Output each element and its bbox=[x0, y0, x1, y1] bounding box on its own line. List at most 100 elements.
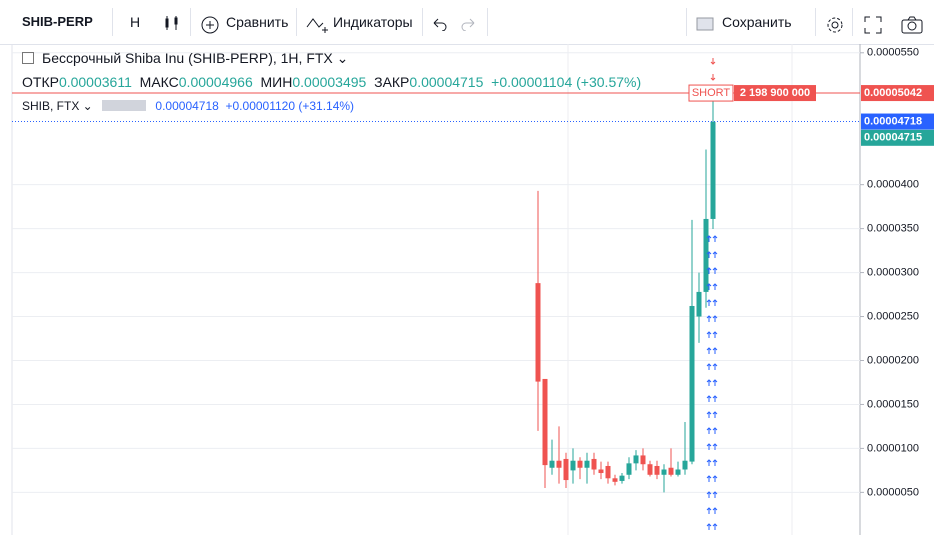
signal-arrow bbox=[712, 363, 718, 370]
separator bbox=[190, 8, 191, 36]
signal-arrow bbox=[706, 475, 712, 482]
candle-body bbox=[556, 460, 562, 468]
candle-body bbox=[654, 465, 660, 475]
separator bbox=[422, 8, 423, 36]
candle-body bbox=[703, 218, 709, 292]
short-box bbox=[688, 84, 734, 102]
separator bbox=[112, 8, 113, 36]
y-tick-label: 0.0000050 bbox=[867, 486, 919, 498]
candle-body bbox=[619, 475, 625, 481]
undo-redo-icons[interactable] bbox=[432, 17, 482, 31]
y-tick-label: 0.0000100 bbox=[867, 442, 919, 454]
overlay-value: 0.00004718 bbox=[155, 99, 219, 113]
candle-body bbox=[647, 464, 653, 475]
compare-icon[interactable] bbox=[201, 16, 219, 34]
fullscreen-icon[interactable] bbox=[864, 16, 882, 34]
signal-arrow bbox=[706, 459, 712, 466]
candle-body bbox=[661, 469, 667, 475]
signal-arrow bbox=[712, 299, 718, 306]
y-tick-label: 0.0000550 bbox=[867, 47, 919, 59]
overlay-change: +0.00001120 (+31.14%) bbox=[225, 99, 355, 113]
signal-arrow bbox=[706, 395, 712, 402]
candle-body bbox=[689, 305, 695, 462]
save-icon[interactable] bbox=[696, 17, 716, 31]
legend-title: Бессрочный Shiba Inu (SHIB-PERP), 1H, FT… bbox=[42, 50, 333, 66]
signal-arrow bbox=[712, 427, 718, 434]
signal-arrow bbox=[706, 363, 712, 370]
separator bbox=[296, 8, 297, 36]
overlay-legend: SHIB, FTX ⌄ 0.00004718 +0.00001120 (+31.… bbox=[22, 99, 355, 113]
toolbar: SHIB-PERP H Сравнить Индикаторы Сохранит… bbox=[0, 0, 934, 45]
short-amount: 2 198 900 000 bbox=[740, 87, 810, 99]
signal-arrow bbox=[712, 523, 718, 530]
candle-body bbox=[549, 460, 555, 468]
price-label-bg bbox=[861, 113, 934, 130]
collapse-box[interactable] bbox=[22, 52, 34, 64]
candle-body bbox=[696, 291, 702, 317]
candle-body bbox=[591, 458, 597, 470]
price-label-bg bbox=[861, 129, 934, 146]
candle-body bbox=[577, 460, 583, 468]
separator bbox=[487, 8, 488, 36]
signal-arrow bbox=[712, 347, 718, 354]
candle-body bbox=[710, 121, 716, 219]
signal-arrow bbox=[706, 299, 712, 306]
symbol-button[interactable]: SHIB-PERP bbox=[22, 14, 93, 29]
y-tick-label: 0.0000200 bbox=[867, 354, 919, 366]
open-label: ОТКР bbox=[22, 74, 59, 90]
close-label: ЗАКР bbox=[374, 74, 410, 90]
candle-body bbox=[535, 283, 541, 382]
y-tick-label: 0.0000150 bbox=[867, 398, 919, 410]
save-button[interactable]: Сохранить bbox=[722, 14, 792, 30]
signal-arrow bbox=[712, 235, 718, 242]
signal-arrow bbox=[706, 315, 712, 322]
screenshot-icon[interactable] bbox=[901, 16, 923, 34]
y-tick-label: 0.0000250 bbox=[867, 310, 919, 322]
indicators-icon[interactable] bbox=[306, 15, 330, 33]
compare-button[interactable]: Сравнить bbox=[226, 14, 289, 30]
high-value: 0.00004966 bbox=[178, 74, 253, 90]
signal-arrow bbox=[706, 283, 712, 290]
signal-arrow bbox=[706, 427, 712, 434]
legend-values: ОТКР0.00003611 МАКС0.00004966 МИН0.00003… bbox=[22, 74, 641, 90]
signal-arrow bbox=[706, 379, 712, 386]
signal-arrow bbox=[712, 475, 718, 482]
settings-icon[interactable] bbox=[825, 15, 845, 35]
chart: 0.0000050 0.0000100 0.0000150 0.0000200 0.00… bbox=[11, 44, 934, 535]
candle-body bbox=[633, 455, 639, 464]
legend-title-row: Бессрочный Shiba Inu (SHIB-PERP), 1H, FT… bbox=[22, 50, 348, 67]
candle-body bbox=[612, 478, 618, 482]
indicators-button[interactable]: Индикаторы bbox=[333, 14, 413, 30]
price-label: 0.00004715 bbox=[864, 132, 922, 144]
interval-button[interactable]: H bbox=[130, 14, 141, 30]
signal-arrow bbox=[712, 491, 718, 498]
candle-body bbox=[640, 455, 646, 465]
y-tick-label: 0.0000400 bbox=[867, 179, 919, 191]
signal-arrow bbox=[710, 58, 716, 65]
candle-body bbox=[605, 465, 611, 479]
high-label: МАКС bbox=[139, 74, 179, 90]
open-value: 0.00003611 bbox=[58, 74, 132, 90]
signal-arrow bbox=[712, 267, 718, 274]
candle-body bbox=[668, 467, 674, 475]
overlay-buttons[interactable] bbox=[102, 100, 147, 111]
separator bbox=[686, 8, 687, 36]
signal-arrow bbox=[706, 235, 712, 242]
candle-body bbox=[563, 458, 569, 481]
signal-arrow bbox=[706, 491, 712, 498]
candle-body bbox=[542, 378, 548, 466]
signal-arrow bbox=[706, 507, 712, 514]
signal-arrow bbox=[706, 523, 712, 530]
chart-type-icon[interactable] bbox=[163, 14, 181, 32]
signal-arrow bbox=[706, 443, 712, 450]
signal-arrow bbox=[706, 251, 712, 258]
signal-arrow bbox=[712, 315, 718, 322]
candle-body bbox=[570, 460, 576, 471]
close-value: 0.00004715 bbox=[409, 74, 484, 90]
candle-body bbox=[598, 469, 604, 474]
signal-arrow bbox=[712, 331, 718, 338]
signal-arrow bbox=[712, 379, 718, 386]
signal-arrow bbox=[712, 507, 718, 514]
signal-arrow bbox=[706, 331, 712, 338]
